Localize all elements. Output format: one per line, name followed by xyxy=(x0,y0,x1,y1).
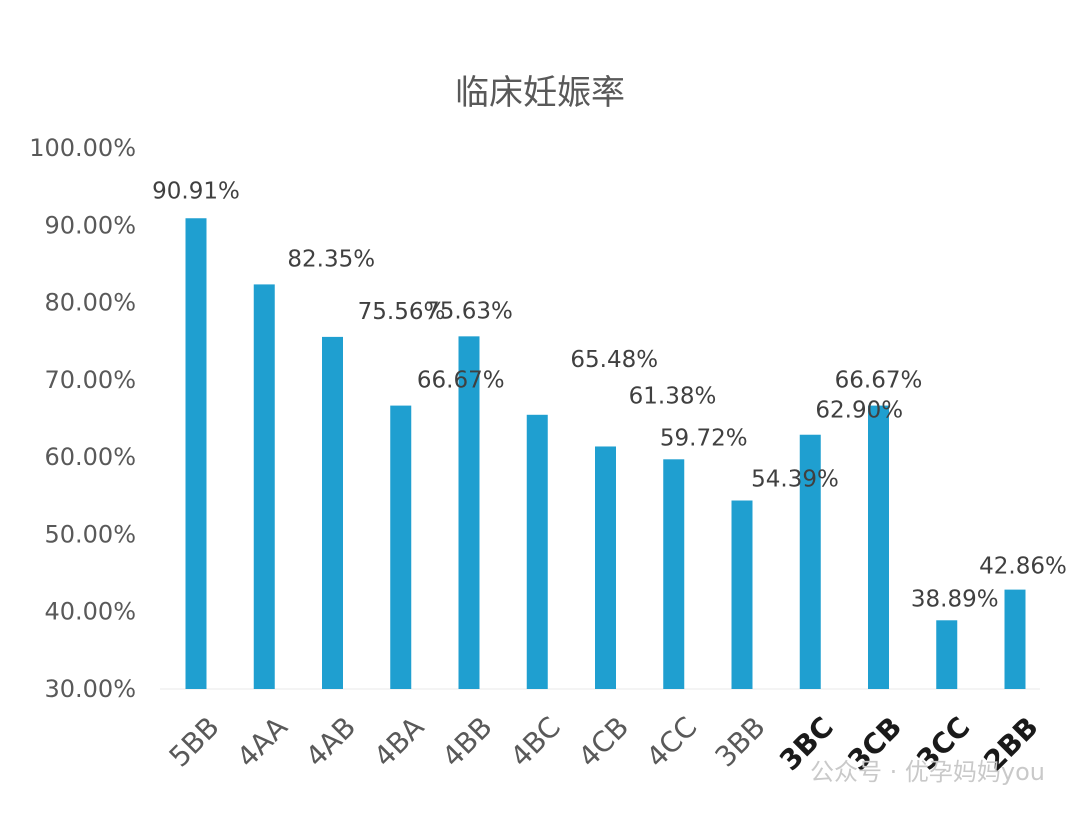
y-tick-label: 30.00% xyxy=(44,675,136,703)
data-label: 75.63% xyxy=(425,298,513,324)
data-label: 42.86% xyxy=(979,554,1067,580)
y-tick-label: 40.00% xyxy=(44,598,136,626)
bar xyxy=(731,500,753,689)
data-label: 66.67% xyxy=(417,368,505,394)
data-label: 61.38% xyxy=(629,383,717,409)
data-label: 38.89% xyxy=(911,586,999,612)
bar xyxy=(390,405,412,689)
x-tick-label: 5BB xyxy=(163,710,226,773)
bar xyxy=(663,459,685,689)
data-label: 90.91% xyxy=(152,178,240,204)
chart-title: 临床妊娠率 xyxy=(455,73,625,113)
y-tick-label: 80.00% xyxy=(44,289,136,317)
y-tick-label: 50.00% xyxy=(44,520,136,548)
data-label: 54.39% xyxy=(751,467,839,493)
data-label: 62.90% xyxy=(815,398,903,424)
bar xyxy=(595,446,616,689)
bar xyxy=(185,218,207,689)
bar xyxy=(526,414,548,689)
x-tick-label: 4AB xyxy=(299,710,362,773)
bar xyxy=(322,336,343,689)
bar xyxy=(936,620,958,689)
watermark-text: 公众号 · 优孕妈妈you xyxy=(810,758,1045,786)
x-tick-label: 4CC xyxy=(640,710,704,774)
data-label: 59.72% xyxy=(660,425,748,451)
bar xyxy=(868,405,889,689)
data-label: 66.67% xyxy=(835,368,923,394)
y-tick-label: 100.00% xyxy=(29,134,136,162)
y-tick-label: 90.00% xyxy=(44,211,136,239)
data-label: 65.48% xyxy=(570,347,658,373)
y-axis: 30.00% 40.00% 50.00% 60.00% 70.00% 80.00% 90.0… xyxy=(29,134,136,703)
x-tick-label: 4BC xyxy=(504,710,567,773)
y-tick-label: 60.00% xyxy=(44,443,136,471)
bar xyxy=(1004,589,1026,689)
y-tick-label: 70.00% xyxy=(44,366,136,394)
x-tick-label: 4AA xyxy=(230,710,294,774)
bars-group xyxy=(185,218,1026,689)
bar xyxy=(253,284,275,689)
x-tick-label: 4CB xyxy=(572,710,635,773)
bar xyxy=(458,336,480,689)
x-tick-label: 3BB xyxy=(709,710,772,773)
data-labels-group: 90.91% 82.35% 75.56% 66.67% 75.63% 65.48% 61.3… xyxy=(152,178,1067,612)
data-label: 82.35% xyxy=(287,246,375,272)
x-tick-label: 4BA xyxy=(367,710,430,773)
data-label: 75.56% xyxy=(358,299,446,325)
x-tick-label: 4BB xyxy=(436,710,499,773)
bar xyxy=(799,434,821,689)
